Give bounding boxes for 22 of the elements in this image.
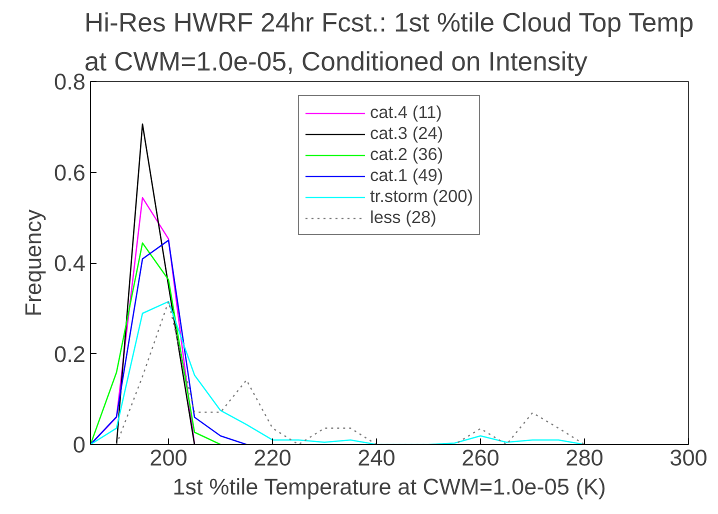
x-tick-label: 300 [670, 444, 708, 470]
x-tick-label: 260 [462, 444, 500, 470]
y-tick-label: 0 [72, 432, 86, 458]
y-tick-label: 0.6 [54, 159, 86, 186]
x-tick-label: 200 [150, 444, 188, 470]
x-tick-label: 240 [358, 444, 396, 470]
x-tick-label: 220 [254, 444, 292, 470]
y-tick-label: 0.8 [54, 68, 86, 94]
y-tick-label: 0.2 [54, 340, 86, 367]
legend-label: less (28) [370, 207, 436, 228]
y-axis-title: Frequency [20, 208, 46, 317]
legend-label: cat.2 (36) [370, 144, 444, 165]
y-tick-label: 0.4 [54, 250, 86, 276]
x-axis-title: 1st %tile Temperature at CWM=1.0e-05 (K) [172, 474, 606, 500]
legend-label: tr.storm (200) [370, 186, 474, 207]
legend-label: cat.3 (24) [370, 123, 444, 144]
line-series [90, 240, 248, 444]
line-series [90, 242, 222, 444]
legend-label: cat.4 (11) [370, 102, 442, 123]
x-tick-label: 280 [566, 444, 604, 470]
chart-title: Hi-Res HWRF 24hr Fcst.: 1st %tile Cloud Top Temp at CWM=1.0e-05, Conditioned on Intensity [84, 8, 694, 76]
legend-label: cat.1 (49) [370, 165, 444, 186]
